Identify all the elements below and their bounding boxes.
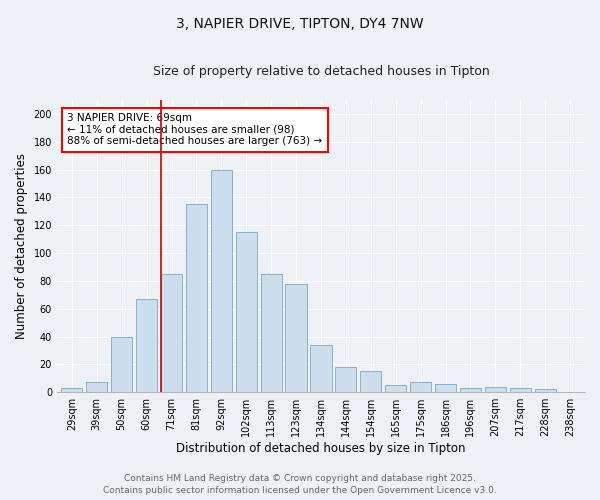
Bar (435, 384, 456, 392)
Bar (161, 274, 182, 392)
Text: 3, NAPIER DRIVE, TIPTON, DY4 7NW: 3, NAPIER DRIVE, TIPTON, DY4 7NW (176, 18, 424, 32)
Text: Contains HM Land Registry data © Crown copyright and database right 2025.
Contai: Contains HM Land Registry data © Crown c… (103, 474, 497, 495)
Bar (335, 367, 356, 392)
Bar (260, 274, 282, 392)
Bar (236, 232, 257, 392)
X-axis label: Distribution of detached houses by size in Tipton: Distribution of detached houses by size … (176, 442, 466, 455)
Text: 3 NAPIER DRIVE: 69sqm
← 11% of detached houses are smaller (98)
88% of semi-deta: 3 NAPIER DRIVE: 69sqm ← 11% of detached … (67, 113, 323, 146)
Bar (186, 204, 207, 392)
Bar (61, 388, 82, 392)
Bar (211, 170, 232, 392)
Bar (485, 386, 506, 392)
Title: Size of property relative to detached houses in Tipton: Size of property relative to detached ho… (152, 65, 490, 78)
Y-axis label: Number of detached properties: Number of detached properties (15, 153, 28, 339)
Bar (86, 382, 107, 392)
Bar (310, 345, 332, 392)
Bar (410, 382, 431, 392)
Bar (286, 284, 307, 392)
Bar (360, 372, 382, 392)
Bar (509, 388, 531, 392)
Bar (535, 390, 556, 392)
Bar (111, 336, 132, 392)
Bar (460, 388, 481, 392)
Bar (136, 299, 157, 392)
Bar (385, 386, 406, 392)
